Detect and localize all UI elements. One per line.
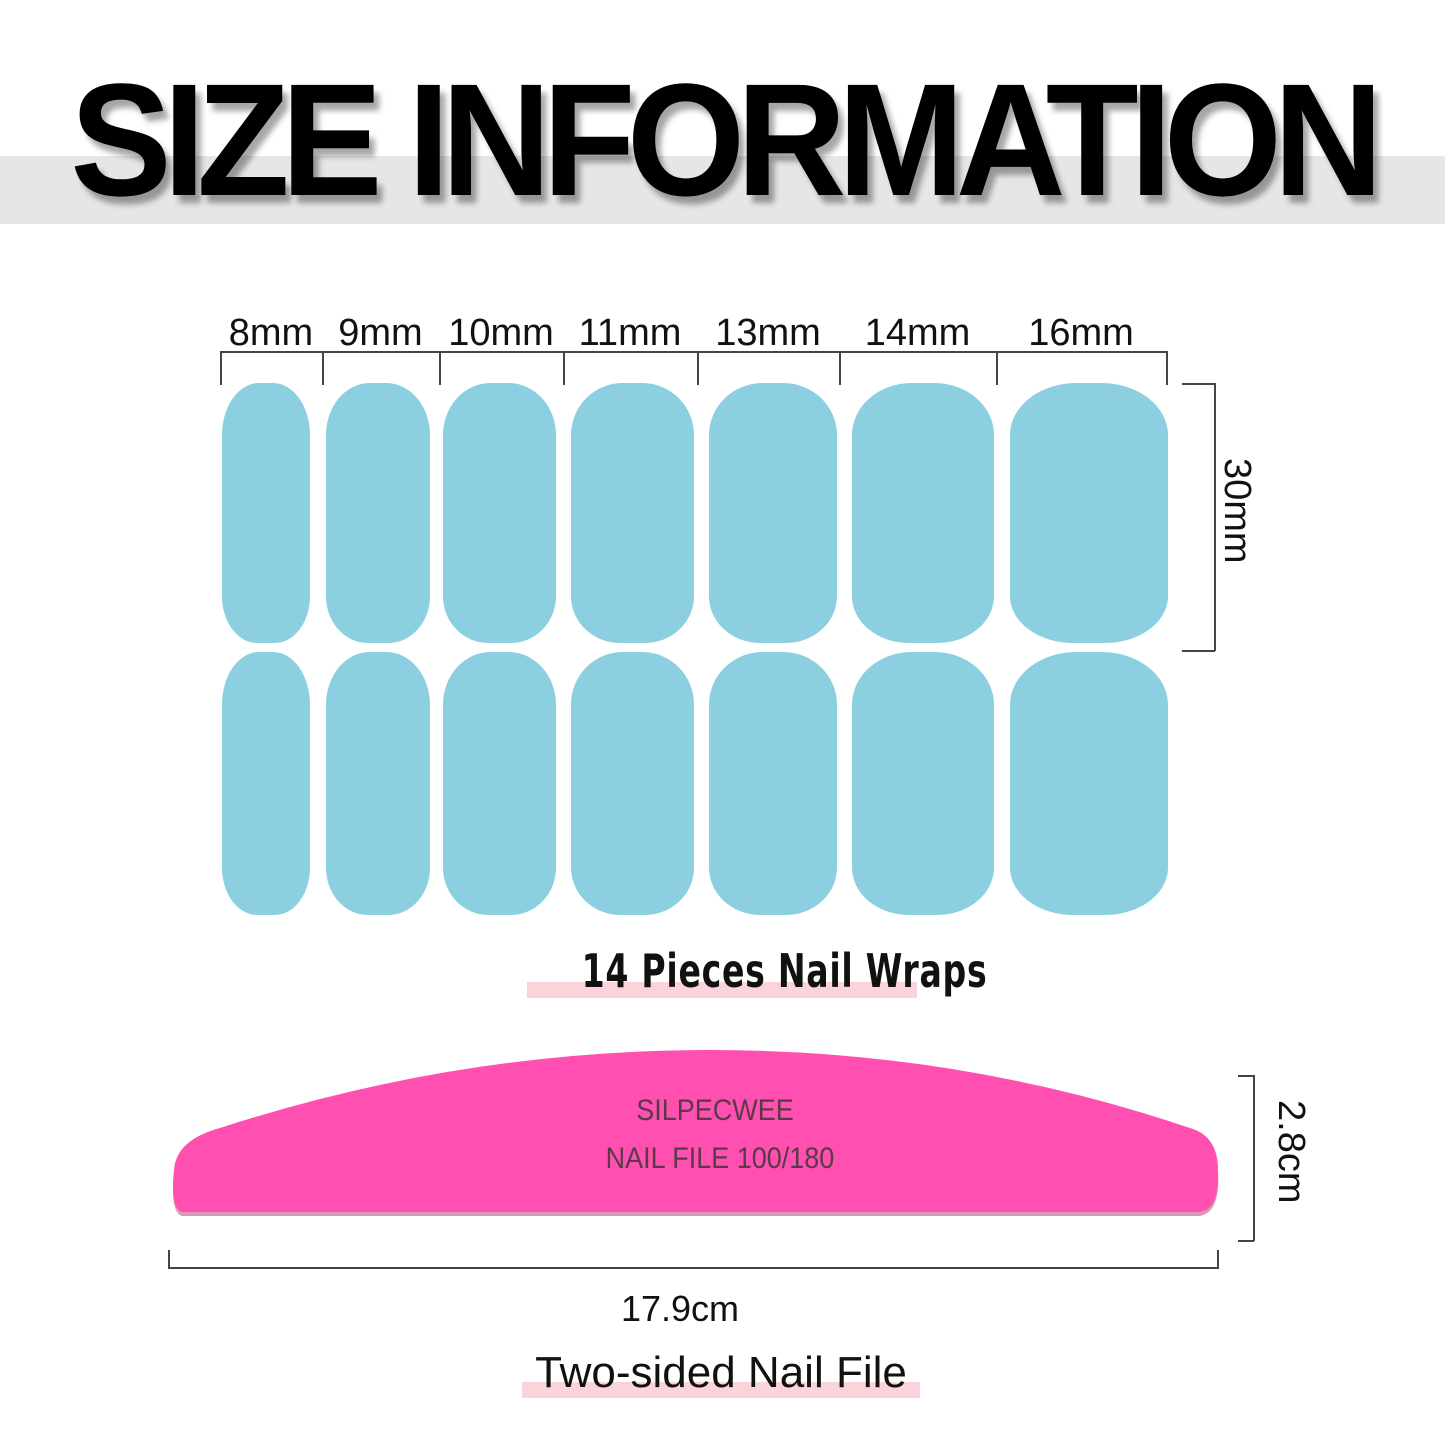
nail-wrap bbox=[709, 652, 837, 915]
nail-wrap bbox=[852, 383, 994, 643]
width-tick bbox=[839, 351, 841, 385]
nail-file-image bbox=[173, 1050, 1219, 1216]
nail-wraps-caption: 14 Pieces Nail Wraps bbox=[581, 944, 988, 998]
nail-file-brand: SILPECWEE bbox=[636, 1094, 794, 1127]
width-dimension-line bbox=[220, 351, 1167, 353]
nail-width-label: 9mm bbox=[338, 312, 423, 354]
nail-width-label: 16mm bbox=[1028, 312, 1134, 354]
nail-wrap bbox=[443, 383, 556, 643]
height-bracket bbox=[1214, 383, 1216, 651]
nail-wrap bbox=[709, 383, 837, 643]
file-length-label: 17.9cm bbox=[620, 1288, 740, 1329]
file-height-bracket-bottom bbox=[1238, 1240, 1254, 1242]
width-tick bbox=[439, 351, 441, 385]
width-tick bbox=[563, 351, 565, 385]
caption-highlight bbox=[527, 982, 917, 998]
nail-wrap bbox=[1010, 652, 1168, 915]
file-height-label: 2.8cm bbox=[1270, 1100, 1312, 1204]
width-tick bbox=[697, 351, 699, 385]
title-band bbox=[0, 156, 1445, 224]
nail-wrap bbox=[1010, 383, 1168, 643]
file-length-bracket-left bbox=[168, 1250, 170, 1268]
nail-width-label: 11mm bbox=[578, 312, 682, 354]
nail-wrap bbox=[571, 383, 694, 643]
nail-width-label: 8mm bbox=[228, 312, 314, 354]
width-tick bbox=[996, 351, 998, 385]
nail-width-label: 10mm bbox=[448, 312, 554, 354]
file-height-bracket bbox=[1253, 1075, 1255, 1241]
nail-file-label: NAIL FILE 100/180 bbox=[605, 1142, 835, 1175]
page-title: SIZE INFORMATION bbox=[70, 50, 1383, 229]
height-bracket-bottom bbox=[1182, 650, 1215, 652]
width-tick bbox=[322, 351, 324, 385]
nail-width-label: 13mm bbox=[715, 312, 821, 354]
width-tick bbox=[1166, 351, 1168, 385]
nail-wrap bbox=[852, 652, 994, 915]
width-tick bbox=[220, 351, 222, 385]
nail-wrap bbox=[326, 383, 430, 643]
file-length-bracket-right bbox=[1217, 1250, 1219, 1268]
nail-file-caption: Two-sided Nail File bbox=[535, 1348, 907, 1397]
file-caption-highlight bbox=[522, 1382, 920, 1398]
height-bracket-top bbox=[1182, 383, 1215, 385]
nail-wrap bbox=[571, 652, 694, 915]
nail-wrap bbox=[326, 652, 430, 915]
nail-wrap bbox=[222, 652, 310, 915]
nail-height-label: 30mm bbox=[1216, 458, 1258, 564]
nail-wrap bbox=[443, 652, 556, 915]
nail-width-label: 14mm bbox=[864, 312, 971, 354]
nail-wrap bbox=[222, 383, 310, 643]
file-length-bracket bbox=[168, 1267, 1219, 1269]
file-height-bracket-top bbox=[1238, 1075, 1254, 1077]
